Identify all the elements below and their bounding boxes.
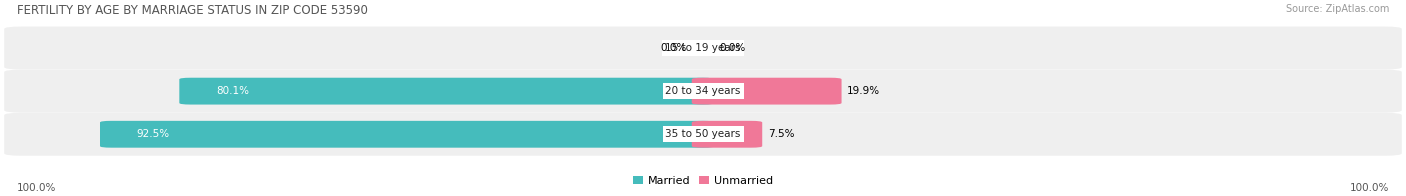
FancyBboxPatch shape bbox=[4, 113, 1402, 156]
Text: 35 to 50 years: 35 to 50 years bbox=[665, 129, 741, 139]
Text: 92.5%: 92.5% bbox=[136, 129, 170, 139]
FancyBboxPatch shape bbox=[100, 121, 714, 148]
Text: 15 to 19 years: 15 to 19 years bbox=[665, 43, 741, 53]
Text: 0.0%: 0.0% bbox=[659, 43, 686, 53]
Text: 80.1%: 80.1% bbox=[217, 86, 249, 96]
Text: FERTILITY BY AGE BY MARRIAGE STATUS IN ZIP CODE 53590: FERTILITY BY AGE BY MARRIAGE STATUS IN Z… bbox=[17, 4, 368, 17]
Text: 19.9%: 19.9% bbox=[848, 86, 880, 96]
FancyBboxPatch shape bbox=[692, 78, 842, 104]
Text: Source: ZipAtlas.com: Source: ZipAtlas.com bbox=[1285, 4, 1389, 14]
Legend: Married, Unmarried: Married, Unmarried bbox=[628, 172, 778, 191]
FancyBboxPatch shape bbox=[692, 121, 762, 148]
FancyBboxPatch shape bbox=[4, 70, 1402, 113]
Text: 20 to 34 years: 20 to 34 years bbox=[665, 86, 741, 96]
FancyBboxPatch shape bbox=[4, 27, 1402, 70]
Text: 100.0%: 100.0% bbox=[17, 183, 56, 193]
FancyBboxPatch shape bbox=[180, 78, 714, 104]
Text: 100.0%: 100.0% bbox=[1350, 183, 1389, 193]
Text: 0.0%: 0.0% bbox=[720, 43, 747, 53]
Text: 7.5%: 7.5% bbox=[768, 129, 794, 139]
